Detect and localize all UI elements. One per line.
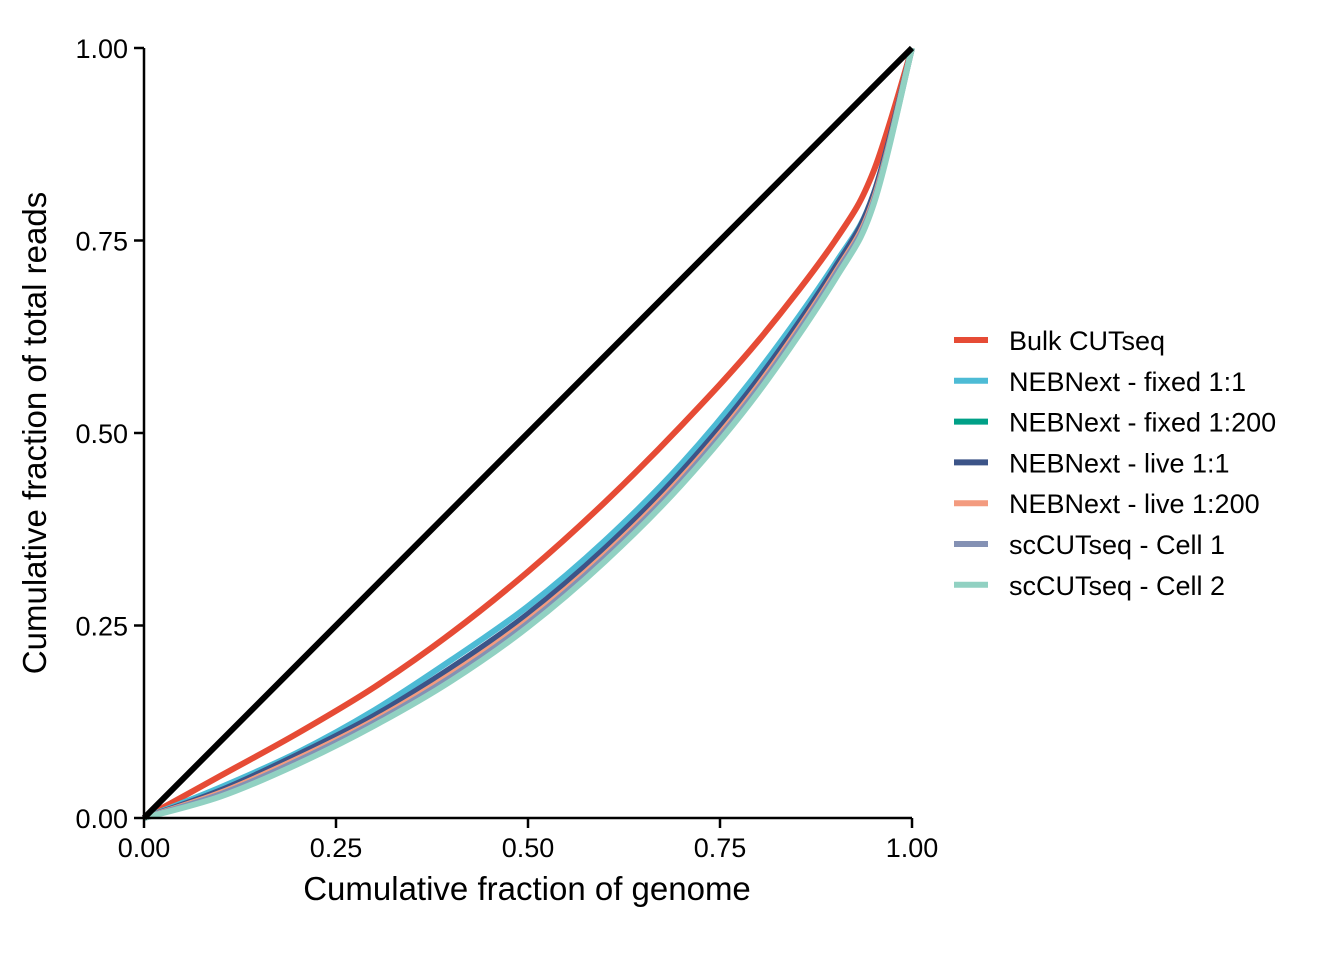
legend: Bulk CUTseq NEBNext - fixed 1:1 NEBNext - …: [954, 326, 1276, 601]
legend-label-6: scCUTseq - Cell 1: [1009, 530, 1225, 560]
legend-label-7: scCUTseq - Cell 2: [1009, 571, 1225, 601]
legend-label-4: NEBNext - live 1:1: [1009, 448, 1230, 478]
legend-label-2: NEBNext - fixed 1:1: [1009, 367, 1246, 397]
y-axis-title: Cumulative fraction of total reads: [16, 192, 53, 674]
legend-label-1: Bulk CUTseq: [1009, 326, 1165, 356]
lines-layer: [141, 45, 915, 821]
x-tick-label: 0.75: [694, 833, 747, 863]
x-tick-label: 0.25: [310, 833, 363, 863]
x-tick-label: 1.00: [886, 833, 939, 863]
y-tick-label: 0.75: [75, 227, 128, 257]
y-tick-label: 0.00: [75, 804, 128, 834]
legend-label-5: NEBNext - live 1:200: [1009, 489, 1260, 519]
series-line-7: [143, 47, 915, 821]
axes-layer: 0.00 0.25 0.50 0.75 1.00 0.00 0.25 0.50 0.75 1.00: [75, 34, 938, 863]
reference-diagonal-line: [141, 45, 915, 821]
x-tick-label: 0.00: [118, 833, 171, 863]
x-tick-label: 0.50: [502, 833, 555, 863]
series-line-1: [142, 47, 915, 821]
x-axis-title: Cumulative fraction of genome: [303, 870, 751, 907]
y-tick-label: 0.50: [75, 419, 128, 449]
y-tick-label: 0.25: [75, 612, 128, 642]
y-tick-label: 1.00: [75, 34, 128, 64]
legend-label-3: NEBNext - fixed 1:200: [1009, 408, 1276, 438]
